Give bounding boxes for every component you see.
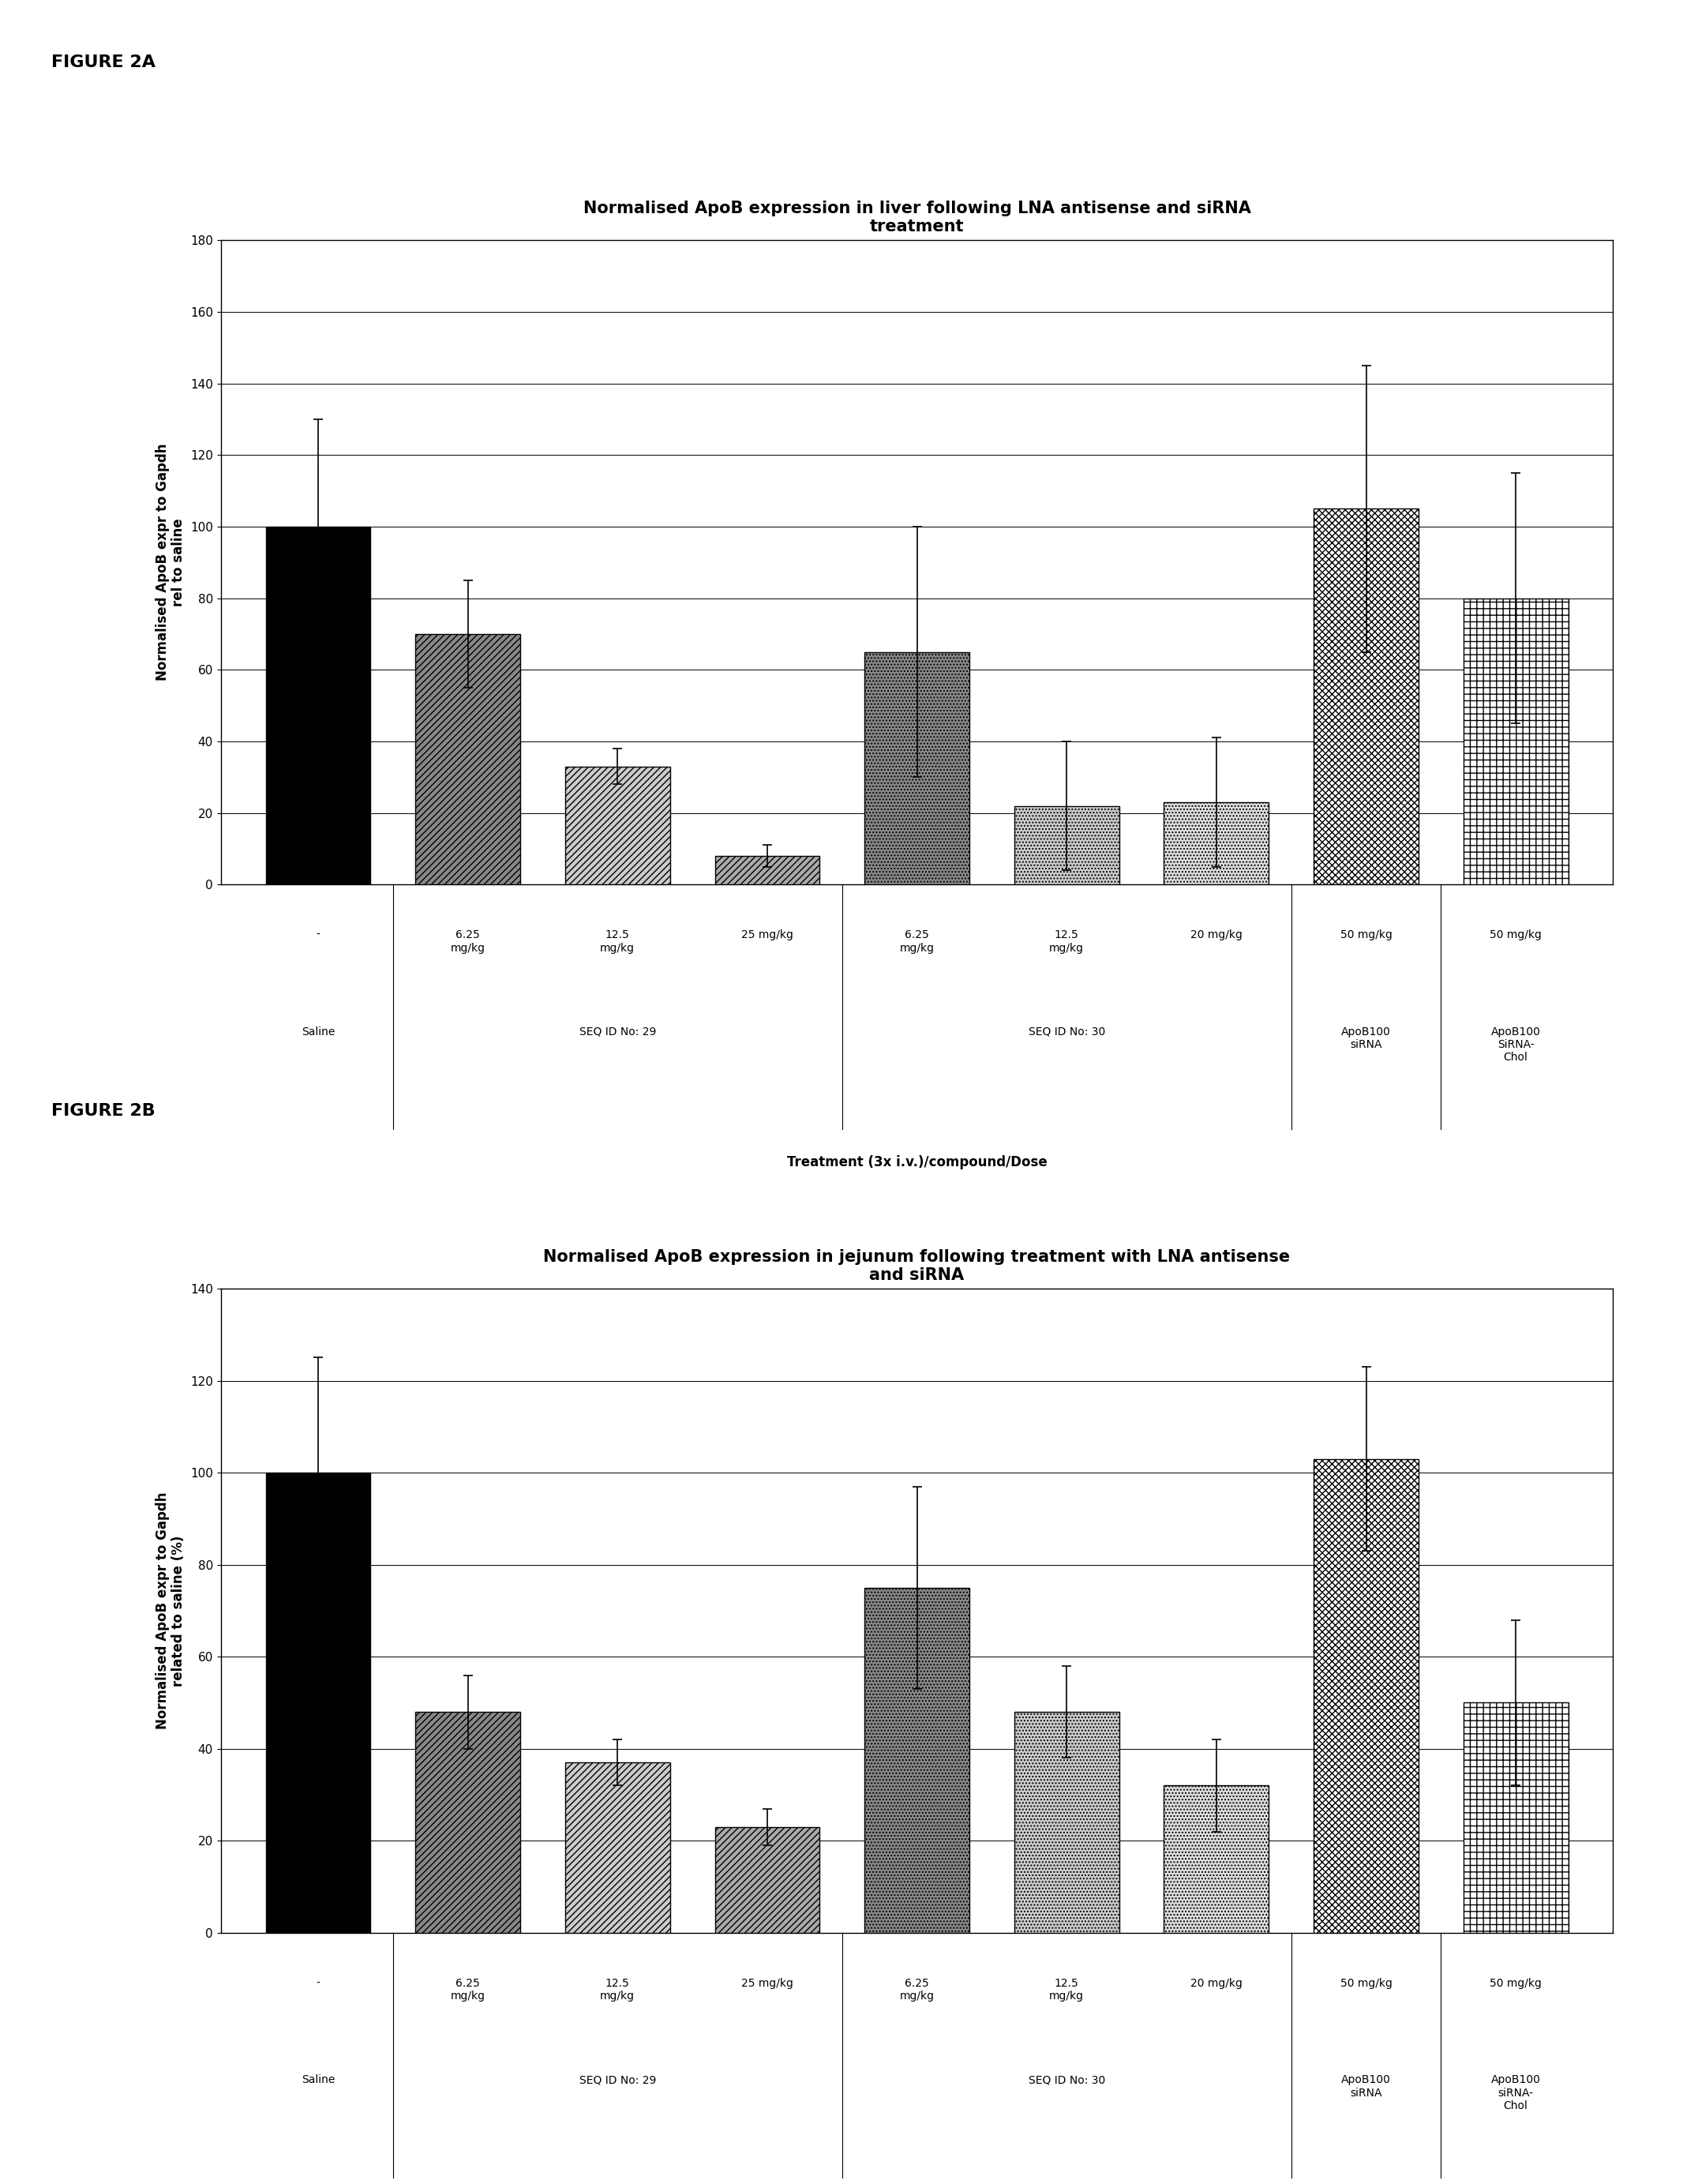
Text: Saline: Saline (301, 1026, 335, 1037)
Bar (265, 526, 370, 885)
Point (326, 871, 346, 898)
Text: 25 mg/kg: 25 mg/kg (742, 1979, 793, 1990)
Text: ApoB100
siRNA: ApoB100 siRNA (1341, 1026, 1391, 1051)
Bar (565, 767, 671, 885)
Point (440, 874, 460, 900)
Bar (1163, 802, 1268, 885)
Point (423, 874, 443, 900)
Text: ApoB100
siRNA: ApoB100 siRNA (1341, 2075, 1391, 2099)
Bar (1014, 1712, 1119, 1933)
Point (375, 874, 396, 900)
Point (423, 1920, 443, 1946)
Text: 12.5
mg/kg: 12.5 mg/kg (599, 1979, 635, 2003)
Text: SEQ ID No: 30: SEQ ID No: 30 (1029, 1026, 1105, 1037)
Point (326, 874, 346, 900)
Bar (416, 1712, 520, 1933)
Text: 6.25
mg/kg: 6.25 mg/kg (900, 930, 934, 954)
Y-axis label: Normalised ApoB expr to Gapdh
related to saline (%): Normalised ApoB expr to Gapdh related to… (155, 1492, 185, 1730)
Text: 12.5
mg/kg: 12.5 mg/kg (1049, 1979, 1083, 2003)
Bar (1314, 1459, 1418, 1933)
Text: 50 mg/kg: 50 mg/kg (1489, 1979, 1542, 1990)
Text: FIGURE 2A: FIGURE 2A (51, 55, 155, 70)
Point (375, 1920, 396, 1946)
Point (326, 1922, 346, 1948)
Bar (715, 856, 820, 885)
Bar (1014, 806, 1119, 885)
Bar (864, 1588, 970, 1933)
Bar (715, 1828, 820, 1933)
Y-axis label: Normalised ApoB expr to Gapdh
rel to saline: Normalised ApoB expr to Gapdh rel to sal… (155, 443, 185, 681)
Title: Normalised ApoB expression in liver following LNA antisense and siRNA
treatment: Normalised ApoB expression in liver foll… (582, 201, 1251, 234)
Text: Saline: Saline (301, 2075, 335, 2086)
Bar (1163, 1787, 1268, 1933)
Text: SEQ ID No: 29: SEQ ID No: 29 (579, 2075, 655, 2086)
Text: 12.5
mg/kg: 12.5 mg/kg (599, 930, 635, 954)
Text: -: - (316, 930, 319, 941)
Text: 50 mg/kg: 50 mg/kg (1489, 930, 1542, 941)
Bar (864, 651, 970, 885)
Point (375, 871, 396, 898)
Text: ApoB100
siRNA-
Chol: ApoB100 siRNA- Chol (1491, 2075, 1540, 2112)
Point (440, 1922, 460, 1948)
Bar (1314, 509, 1418, 885)
Point (423, 871, 443, 898)
Text: 25 mg/kg: 25 mg/kg (742, 930, 793, 941)
Text: 12.5
mg/kg: 12.5 mg/kg (1049, 930, 1083, 954)
Point (326, 1920, 346, 1946)
Bar (1464, 1704, 1569, 1933)
Point (375, 1922, 396, 1948)
Text: 20 mg/kg: 20 mg/kg (1190, 930, 1243, 941)
Bar (565, 1762, 671, 1933)
Bar (265, 1472, 370, 1933)
Text: SEQ ID No: 30: SEQ ID No: 30 (1029, 2075, 1105, 2086)
Text: 6.25
mg/kg: 6.25 mg/kg (900, 1979, 934, 2003)
Text: SEQ ID No: 29: SEQ ID No: 29 (579, 1026, 655, 1037)
Text: 6.25
mg/kg: 6.25 mg/kg (450, 1979, 486, 2003)
Text: 6.25
mg/kg: 6.25 mg/kg (450, 930, 486, 954)
Point (423, 1922, 443, 1948)
Bar (1464, 598, 1569, 885)
Text: -: - (316, 1979, 319, 1990)
Title: Normalised ApoB expression in jejunum following treatment with LNA antisense
and: Normalised ApoB expression in jejunum fo… (543, 1249, 1290, 1282)
Text: 20 mg/kg: 20 mg/kg (1190, 1979, 1243, 1990)
Text: Treatment (3x i.v.)/compound/Dose: Treatment (3x i.v.)/compound/Dose (786, 1155, 1048, 1168)
Bar (416, 633, 520, 885)
Point (440, 871, 460, 898)
Text: FIGURE 2B: FIGURE 2B (51, 1103, 155, 1118)
Point (440, 1920, 460, 1946)
Text: 50 mg/kg: 50 mg/kg (1340, 930, 1392, 941)
Text: 50 mg/kg: 50 mg/kg (1340, 1979, 1392, 1990)
Text: ApoB100
SiRNA-
Chol: ApoB100 SiRNA- Chol (1491, 1026, 1540, 1064)
